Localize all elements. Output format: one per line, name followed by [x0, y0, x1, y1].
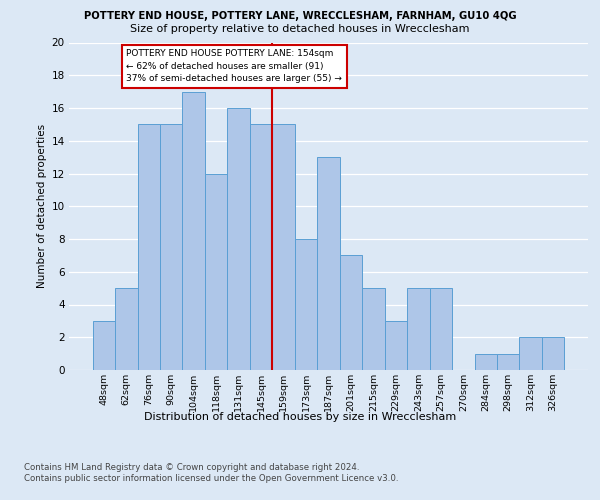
Bar	[227, 108, 250, 370]
Bar	[92, 321, 115, 370]
Bar	[542, 337, 565, 370]
Bar	[272, 124, 295, 370]
Bar	[137, 124, 160, 370]
Bar	[205, 174, 227, 370]
Bar	[520, 337, 542, 370]
Bar	[182, 92, 205, 370]
Bar	[475, 354, 497, 370]
Bar	[340, 256, 362, 370]
Bar	[160, 124, 182, 370]
Bar	[497, 354, 520, 370]
Text: POTTERY END HOUSE POTTERY LANE: 154sqm
← 62% of detached houses are smaller (91): POTTERY END HOUSE POTTERY LANE: 154sqm ←…	[126, 49, 342, 83]
Bar	[430, 288, 452, 370]
Bar	[250, 124, 272, 370]
Text: Size of property relative to detached houses in Wrecclesham: Size of property relative to detached ho…	[130, 24, 470, 34]
Bar	[385, 321, 407, 370]
Text: Distribution of detached houses by size in Wrecclesham: Distribution of detached houses by size …	[144, 412, 456, 422]
Bar	[407, 288, 430, 370]
Text: Contains public sector information licensed under the Open Government Licence v3: Contains public sector information licen…	[24, 474, 398, 483]
Y-axis label: Number of detached properties: Number of detached properties	[37, 124, 47, 288]
Bar	[362, 288, 385, 370]
Bar	[295, 239, 317, 370]
Text: POTTERY END HOUSE, POTTERY LANE, WRECCLESHAM, FARNHAM, GU10 4QG: POTTERY END HOUSE, POTTERY LANE, WRECCLE…	[83, 11, 517, 21]
Bar	[317, 157, 340, 370]
Bar	[115, 288, 137, 370]
Text: Contains HM Land Registry data © Crown copyright and database right 2024.: Contains HM Land Registry data © Crown c…	[24, 462, 359, 471]
